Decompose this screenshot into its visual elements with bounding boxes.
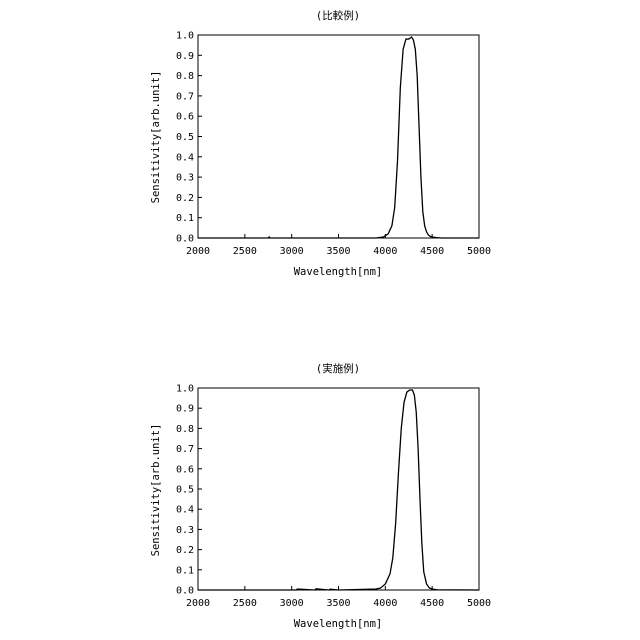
y-tick-label: 0.4 [176, 505, 194, 516]
y-tick-label: 1.0 [176, 384, 194, 395]
plot-frame [198, 35, 479, 238]
y-tick-label: 0.7 [176, 91, 194, 102]
y-axis-label: Sensitivity[arb.unit] [150, 71, 162, 204]
y-tick-label: 0.3 [176, 173, 194, 184]
y-tick-label: 0.9 [176, 51, 194, 62]
chart-comparative-example: (比較例) 0.00.10.20.30.40.50.60.70.80.91.0 … [150, 9, 491, 278]
x-tick-label: 4000 [373, 246, 397, 257]
y-tick-label: 0.2 [176, 193, 194, 204]
x-tick-label: 3000 [280, 598, 304, 609]
x-tick-label: 2000 [186, 246, 210, 257]
y-tick-label: 0.8 [176, 71, 194, 82]
x-axis-label: Wavelength[nm] [294, 618, 383, 630]
y-tick-label: 0.0 [176, 586, 194, 597]
y-tick-label: 0.2 [176, 545, 194, 556]
y-tick-label: 0.7 [176, 444, 194, 455]
y-tick-label: 0.5 [176, 485, 194, 496]
x-tick-label: 4500 [420, 246, 444, 257]
y-tick-label: 0.6 [176, 464, 194, 475]
x-tick-label: 5000 [467, 246, 491, 257]
x-tick-label: 2500 [233, 598, 257, 609]
y-tick-label: 0.8 [176, 424, 194, 435]
y-tick-label: 0.6 [176, 112, 194, 123]
y-tick-label: 0.1 [176, 565, 194, 576]
series-line [198, 37, 479, 238]
x-tick-label: 3000 [280, 246, 304, 257]
y-tick-label: 0.3 [176, 525, 194, 536]
x-axis-label: Wavelength[nm] [294, 266, 383, 278]
y-tick-label: 0.0 [176, 234, 194, 245]
chart-title: (実施例) [316, 362, 360, 375]
x-tick-label: 2000 [186, 598, 210, 609]
chart-working-example: (実施例) 0.00.10.20.30.40.50.60.70.80.91.0 … [150, 362, 491, 630]
y-tick-label: 0.5 [176, 132, 194, 143]
y-tick-label: 0.4 [176, 152, 194, 163]
x-tick-label: 5000 [467, 598, 491, 609]
chart-title: (比較例) [316, 9, 360, 22]
x-tick-label: 3500 [326, 246, 350, 257]
x-tick-label: 2500 [233, 246, 257, 257]
x-tick-label: 4000 [373, 598, 397, 609]
y-tick-label: 0.9 [176, 404, 194, 415]
x-tick-label: 4500 [420, 598, 444, 609]
y-tick-label: 0.1 [176, 213, 194, 224]
x-tick-label: 3500 [326, 598, 350, 609]
series-line [198, 390, 479, 590]
plot-frame [198, 388, 479, 590]
y-axis-label: Sensitivity[arb.unit] [150, 424, 162, 557]
y-tick-label: 1.0 [176, 31, 194, 42]
